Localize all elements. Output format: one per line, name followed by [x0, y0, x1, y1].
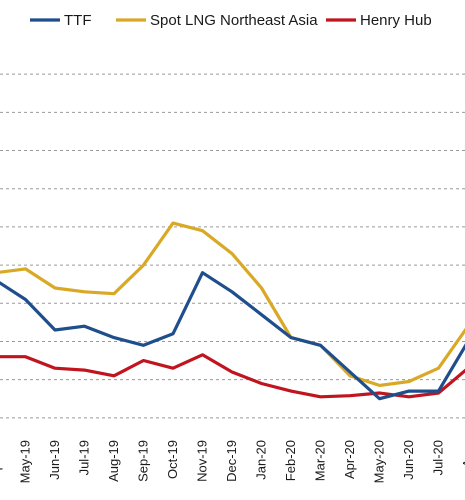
x-tick-label: Apr-20 [342, 440, 357, 479]
x-tick-label: Oct-19 [165, 440, 180, 479]
x-tick-label: Dec-19 [224, 440, 239, 482]
legend-label-henry-hub: Henry Hub [360, 12, 432, 29]
x-tick-label: Nov-19 [195, 440, 210, 482]
x-tick-label: Jun-19 [47, 440, 62, 480]
series-line-ttf [0, 271, 465, 401]
legend: TTF Spot LNG Northeast Asia Henry Hub [30, 12, 432, 29]
x-tick-label: Jan-20 [254, 440, 269, 480]
legend-label-spot-lng-northeast-asia: Spot LNG Northeast Asia [150, 12, 318, 29]
series-lines [0, 221, 465, 401]
x-axis-tick-labels: pr-19 May-19 Jun-19 Jul-19 Aug-19 Sep-19 Oct-1… [0, 440, 465, 483]
series-line-spot-lng-northeast-asia [0, 221, 465, 387]
x-tick-label: May-19 [18, 440, 33, 483]
x-tick-label: Jul-20 [431, 440, 446, 475]
x-tick-label: May-20 [372, 440, 387, 483]
x-tick-label: Sep-19 [136, 440, 151, 482]
x-tick-label: Feb-20 [283, 440, 298, 481]
x-tick-label: Jun-20 [401, 440, 416, 480]
legend-label-ttf: TTF [64, 12, 92, 29]
x-tick-label: pr-19 [0, 440, 3, 470]
x-tick-label: Aug-19 [106, 440, 121, 482]
x-tick-label: Aug- [460, 440, 465, 467]
x-tick-label: Jul-19 [77, 440, 92, 475]
series-line-henry-hub [0, 353, 465, 399]
grid [0, 73, 465, 419]
x-tick-label: Mar-20 [313, 440, 328, 481]
